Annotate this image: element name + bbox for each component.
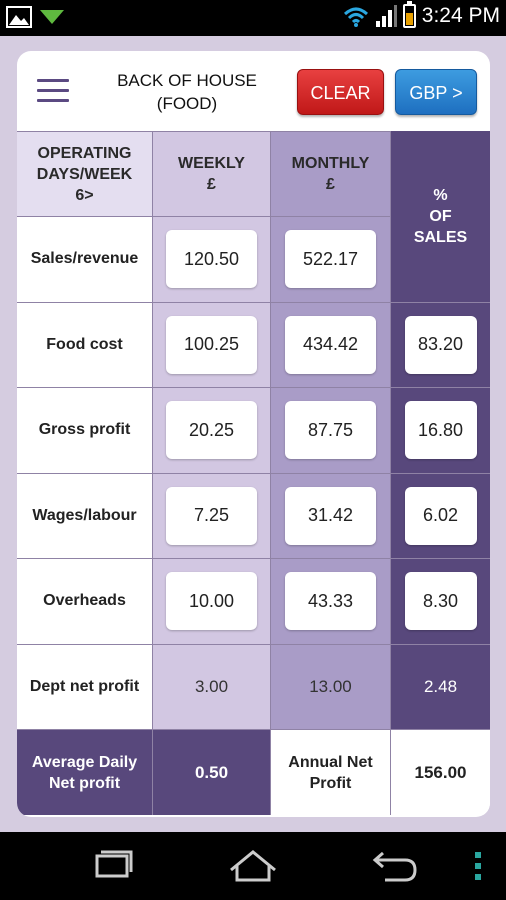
profit-table: OPERATING DAYS/WEEK 6> WEEKLY £ MONTHLY … — [17, 131, 490, 815]
pct-wages-input[interactable]: 6.02 — [404, 486, 477, 545]
battery-icon — [402, 1, 416, 28]
row-label: Sales/revenue — [30, 250, 139, 268]
page-title: BACK OF HOUSE (FOOD) — [117, 71, 257, 113]
back-icon[interactable] — [363, 846, 423, 886]
weekly-column-header: WEEKLY £ — [153, 132, 271, 216]
signal-icon — [375, 5, 397, 27]
monthly-overheads-input[interactable]: 43.33 — [285, 572, 376, 631]
table-row-gross-profit: Gross profit 20.25 87.75 16.80 — [17, 387, 490, 473]
status-bar: 3:24 PM — [0, 0, 506, 36]
annual-net-profit-label: Annual Net Profit — [288, 753, 373, 792]
row-label: Food cost — [46, 335, 123, 353]
table-row-dept-net-profit: Dept net profit 3.00 13.00 2.48 — [17, 643, 490, 729]
annual-net-profit-value: 156.00 — [414, 762, 467, 782]
pct-column-header: % OF SALES — [391, 131, 490, 302]
table-row-food-cost: Food cost 100.25 434.42 83.20 — [17, 301, 490, 387]
monthly-column-header: MONTHLY £ — [271, 132, 391, 216]
row-label: Gross profit — [38, 421, 131, 439]
avg-daily-net-profit-label: Average Daily Net profit — [31, 753, 138, 792]
pct-food-cost-input[interactable]: 83.20 — [404, 315, 477, 374]
calculator-card: BACK OF HOUSE (FOOD) CLEAR GBP > OPERATI… — [17, 51, 490, 817]
navigation-bar — [0, 832, 506, 900]
download-notification-icon — [40, 10, 64, 24]
weekly-gross-profit-input[interactable]: 20.25 — [166, 401, 257, 460]
operating-days-selector[interactable]: OPERATING DAYS/WEEK 6> — [17, 132, 153, 216]
table-row-overheads: Overheads 10.00 43.33 8.30 — [17, 558, 490, 644]
overflow-menu-icon[interactable] — [466, 846, 490, 886]
table-footer-row: Average Daily Net profit 0.50 Annual Net… — [17, 729, 490, 815]
weekly-dept-net-profit-value: 3.00 — [194, 676, 229, 696]
table-row-wages: Wages/labour 7.25 31.42 6.02 — [17, 472, 490, 558]
table-row-sales: Sales/revenue 120.50 522.17 % OF SALES — [17, 131, 490, 302]
row-label: Dept net profit — [29, 677, 140, 695]
weekly-food-cost-input[interactable]: 100.25 — [166, 315, 257, 374]
weekly-sales-input[interactable]: 120.50 — [166, 230, 257, 289]
monthly-gross-profit-input[interactable]: 87.75 — [285, 401, 376, 460]
clear-button[interactable]: CLEAR — [297, 69, 384, 115]
avg-daily-net-profit-value: 0.50 — [194, 762, 229, 782]
image-notification-icon — [6, 6, 32, 28]
weekly-overheads-input[interactable]: 10.00 — [166, 572, 257, 631]
monthly-wages-input[interactable]: 31.42 — [285, 486, 376, 545]
currency-button[interactable]: GBP > — [395, 69, 477, 115]
monthly-dept-net-profit-value: 13.00 — [309, 676, 352, 696]
clock: 3:24 PM — [421, 4, 500, 27]
home-icon[interactable] — [223, 846, 283, 886]
pct-gross-profit-input[interactable]: 16.80 — [404, 401, 477, 460]
row-label: Overheads — [43, 592, 126, 610]
monthly-sales-input[interactable]: 522.17 — [285, 230, 376, 289]
wifi-icon — [343, 7, 368, 27]
header: BACK OF HOUSE (FOOD) CLEAR GBP > — [17, 51, 490, 131]
hamburger-menu-icon[interactable] — [37, 79, 69, 105]
monthly-food-cost-input[interactable]: 434.42 — [285, 315, 376, 374]
row-label: Wages/labour — [32, 506, 137, 524]
pct-dept-net-profit-value: 2.48 — [423, 676, 458, 696]
weekly-wages-input[interactable]: 7.25 — [166, 486, 257, 545]
pct-overheads-input[interactable]: 8.30 — [404, 572, 477, 631]
recent-apps-icon[interactable] — [83, 846, 143, 886]
